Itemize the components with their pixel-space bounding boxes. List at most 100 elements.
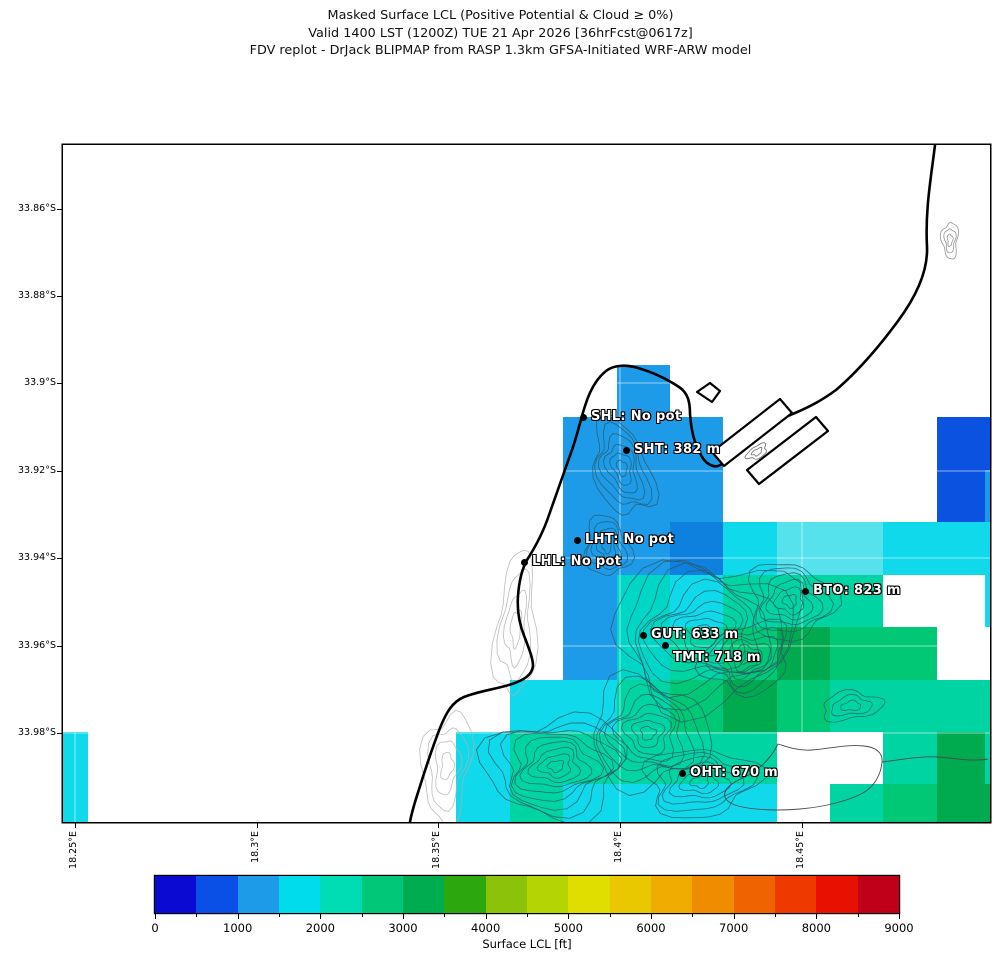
site-marker-sht [622,446,630,454]
map-plot-area: SHL: No pot SHT: 382 m LHT: No pot LHL: No … [63,145,990,822]
lcl-cell [830,784,883,822]
terrain-contour [419,709,475,822]
lcl-cell [937,417,990,470]
terrain-contour [716,635,779,688]
terrain-contour [739,650,755,665]
x-tick-mark [75,823,76,828]
colorbar-minor-tick [527,914,528,917]
lcl-cell [723,784,777,822]
colorbar-tick [403,914,404,919]
lcl-cell [777,680,830,732]
plot-model-info: FDV replot - DrJack BLIPMAP from RASP 1.… [249,43,752,58]
y-tick-mark [57,646,62,647]
colorbar-segment [609,876,651,913]
colorbar-segment [816,876,858,913]
colorbar-tick [155,914,156,919]
terrain-contour [689,775,709,789]
colorbar-tick-label: 8000 [801,921,831,935]
colorbar-tick-label: 1000 [223,921,253,935]
terrain-contour [514,736,605,794]
y-tick-label: 33.98°S [18,727,56,738]
terrain-contour [586,521,629,570]
lcl-cell [883,627,937,680]
lcl-cell [830,575,883,627]
terrain-contour [772,586,805,616]
colorbar-minor-tick [609,914,611,917]
site-label-gut: GUT: 633 m [651,627,739,642]
lcl-cell [510,732,563,784]
y-tick-mark [57,471,62,472]
y-tick-mark [57,296,62,297]
colorbar-segment [650,876,693,913]
site-label-tmt: TMT: 718 m [673,650,761,665]
x-tick-label: 18.25°E [68,831,79,869]
colorbar-segment [155,876,197,913]
terrain-contour [435,740,463,796]
lcl-cell [985,470,990,522]
terrain-contour [440,752,455,780]
lcl-cell [937,680,990,732]
terrain-contour [755,567,835,633]
x-tick-mark [257,823,258,828]
terrain-contour [744,442,767,460]
lcl-cell [563,470,617,522]
lcl-cell [985,522,990,575]
y-tick-label: 33.92°S [18,465,56,476]
colorbar-segment [774,876,817,913]
lcl-cell [510,680,563,732]
terrain-contour [509,609,523,650]
site-label-lhl: LHL: No pot [532,554,622,569]
site-label-bto: BTO: 823 m [813,583,901,598]
y-tick-label: 33.94°S [18,552,56,563]
y-tick-mark [57,733,62,734]
lcl-cell [985,575,990,627]
terrain-contour [621,712,672,756]
terrain-contour [672,610,737,657]
terrain-contour [656,752,758,812]
terrain-contour [725,639,771,681]
terrain-contour [609,452,632,486]
colorbar-segment [692,876,734,913]
lcl-cell [563,417,617,470]
x-tick-label: 18.35°E [431,831,442,869]
terrain-contour [694,618,788,699]
y-tick-mark [57,209,62,210]
terrain-contour [823,689,886,723]
terrain-contour [590,527,622,566]
colorbar-segment [485,876,527,913]
colorbar-tick [568,914,570,919]
harbor-pier [695,381,722,404]
lcl-cell [670,470,723,522]
terrain-contour [487,722,627,819]
colorbar-minor-tick [279,914,280,917]
lcl-cell [617,365,670,417]
terrain-contour [615,459,628,478]
colorbar-segment [278,876,321,913]
x-tick-mark [438,823,439,828]
lcl-cell [563,522,617,575]
y-tick-label: 33.96°S [18,640,56,651]
lcl-cell [883,784,937,822]
plot-title-block: Masked Surface LCL (Positive Potential &… [0,7,1001,60]
terrain-contour [536,753,572,779]
lcl-cell [617,417,670,470]
lcl-cell [985,680,990,732]
colorbar-label: Surface LCL [ft] [482,937,572,951]
x-tick-label: 18.3°E [250,831,261,863]
colorbar-segment [402,876,445,913]
terrain-contour [603,444,638,494]
terrain-contour [595,534,616,561]
terrain-contour [546,759,565,774]
terrain-contour [840,699,862,711]
colorbar-tick-label: 7000 [719,921,749,935]
colorbar-tick [651,914,652,919]
site-marker-oht [678,769,686,777]
site-marker-tmt [661,641,669,649]
terrain-contour [592,410,660,516]
terrain-contour [634,562,783,699]
lcl-cell [563,575,617,627]
lcl-cell [563,784,617,822]
colorbar-tick [899,914,900,919]
terrain-contour [649,590,749,670]
x-tick-mark [802,823,803,828]
